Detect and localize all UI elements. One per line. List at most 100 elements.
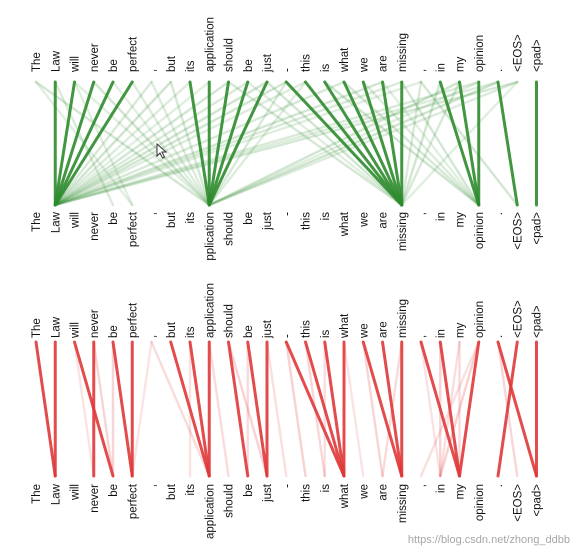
faint-attention-line <box>150 340 211 478</box>
top-token-label: be <box>243 325 255 338</box>
faint-attention-line <box>400 80 423 207</box>
top-token-label: never <box>89 309 101 338</box>
bottom-token-label: - <box>281 484 293 488</box>
bottom-token-label: my <box>455 212 467 228</box>
bottom-token-label: perfect <box>127 483 139 519</box>
bottom-token-label: , <box>416 212 428 215</box>
bottom-token-label: we <box>358 212 370 228</box>
faint-attention-line <box>208 80 288 207</box>
watermark-text: https://blog.csdn.net/zhong_ddbb <box>407 534 570 546</box>
faint-attention-line <box>208 340 230 478</box>
bottom-token-label: this <box>301 484 313 502</box>
top-token-label: The <box>31 318 43 338</box>
faint-attention-line <box>208 80 461 207</box>
strong-attention-line <box>227 340 250 478</box>
strong-attention-line <box>323 340 346 478</box>
top-token-label: what <box>339 313 351 339</box>
strong-attention-line <box>304 80 404 207</box>
top-token-label: , <box>416 335 428 338</box>
top-token-label: we <box>358 57 370 73</box>
faint-attention-line <box>54 80 480 207</box>
faint-attention-line <box>54 80 288 207</box>
top-token-label: , <box>147 69 159 72</box>
bottom-token-label: are <box>378 212 390 229</box>
faint-attention-line <box>73 340 95 478</box>
bottom-token-label: perfect <box>127 211 139 247</box>
faint-attention-line <box>73 80 211 207</box>
top-token-label: <pad> <box>532 305 544 338</box>
strong-attention-line <box>246 340 269 478</box>
strong-attention-line <box>496 340 538 478</box>
top-token-label: but <box>166 321 178 338</box>
strong-attention-line <box>496 340 519 478</box>
top-token-label: will <box>70 322 82 339</box>
top-token-label: in <box>435 63 447 72</box>
top-attention-panel: The Law will never be perfect, but its applicati… <box>31 17 544 261</box>
bottom-token-label: <EOS> <box>512 484 524 522</box>
strong-attention-line <box>419 340 461 478</box>
faint-attention-line <box>54 80 192 207</box>
top-token-label: what <box>339 47 351 73</box>
top-token-label: but <box>166 55 178 72</box>
bottom-token-label: my <box>455 484 467 500</box>
top-token-label: , <box>147 335 159 338</box>
bottom-token-label: just <box>262 211 274 231</box>
top-token-label: application <box>204 283 216 338</box>
top-token-label: this <box>301 320 313 338</box>
faint-attention-line <box>439 340 480 478</box>
bottom-token-label: will <box>70 484 82 501</box>
faint-attention-line <box>131 80 211 207</box>
faint-attention-line <box>92 340 115 478</box>
bottom-token-label: be <box>243 212 255 225</box>
faint-attention-line <box>131 340 153 478</box>
strong-attention-line <box>438 80 481 207</box>
strong-attention-line <box>361 340 404 478</box>
bottom-token-label: - <box>281 212 293 216</box>
faint-attention-line <box>54 80 500 207</box>
top-token-label: be <box>108 325 120 338</box>
bottom-token-label: are <box>378 484 390 501</box>
strong-attention-line <box>207 80 250 207</box>
bottom-token-label: Law <box>50 211 62 233</box>
bottom-token-label: The <box>31 484 43 504</box>
faint-attention-line <box>54 80 269 207</box>
strong-attention-line <box>458 340 481 478</box>
top-token-label: is <box>320 63 332 72</box>
faint-attention-line <box>150 80 211 207</box>
top-token-label: missing <box>397 299 409 338</box>
top-token-label: my <box>455 322 467 338</box>
bottom-token-label: . <box>493 212 505 215</box>
top-token-label: , <box>416 69 428 72</box>
bottom-attention-panel: The Law will never be perfect, but its applicati… <box>31 283 544 539</box>
bottom-token-label: be <box>243 484 255 497</box>
strong-attention-line <box>284 80 404 207</box>
faint-attention-line <box>227 340 269 478</box>
bottom-token-label: <EOS> <box>512 212 524 250</box>
bottom-token-label: never <box>89 484 101 513</box>
bottom-token-label: , <box>147 484 159 487</box>
bottom-token-label: what <box>339 483 351 509</box>
strong-attention-line <box>53 80 76 207</box>
bottom-token-label: . <box>493 484 505 487</box>
strong-attention-line <box>53 80 96 207</box>
bottom-token-label: be <box>108 212 120 225</box>
faint-attention-line <box>362 340 384 478</box>
strong-attention-line <box>207 80 230 207</box>
faint-attention-line <box>400 80 480 207</box>
strong-attention-line <box>207 80 269 207</box>
top-token-label: . <box>493 69 505 72</box>
faint-attention-line <box>419 340 442 478</box>
top-token-label: its <box>185 326 197 338</box>
strong-attention-line <box>342 80 404 207</box>
faint-attention-line <box>54 80 249 207</box>
top-token-label: missing <box>397 33 409 72</box>
strong-attention-line <box>169 340 211 478</box>
top-token-label: should <box>224 38 236 72</box>
strong-attention-line <box>323 80 404 207</box>
bottom-token-label: pplication <box>204 212 216 261</box>
bottom-token-label: will <box>70 212 82 229</box>
top-token-label: . <box>493 335 505 338</box>
top-token-label: will <box>70 56 82 73</box>
bottom-token-label: be <box>108 484 120 497</box>
